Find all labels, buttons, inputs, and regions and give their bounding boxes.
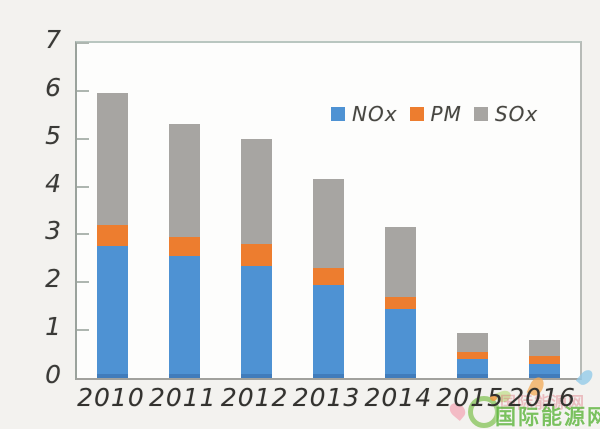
bar-segment-sox-2015 — [456, 332, 488, 352]
y-tick-label: 7 — [45, 25, 62, 54]
bar-base-2016 — [528, 374, 560, 378]
bar-segment-sox-2011 — [169, 124, 201, 237]
bar-base-2014 — [384, 374, 416, 378]
bar-segment-sox-2016 — [528, 339, 560, 357]
bar-segment-pm-2010 — [97, 224, 129, 247]
bar-segment-nox-2016 — [528, 363, 560, 378]
y-tick-mark — [77, 89, 89, 92]
bar-segment-nox-2013 — [313, 284, 344, 378]
x-tick-label-2016: 2016 — [508, 383, 576, 412]
legend-item-sox: SOx — [473, 102, 539, 126]
bar-base-2012 — [241, 374, 273, 378]
x-tick-label-2013: 2013 — [292, 383, 361, 412]
y-tick-label: 4 — [45, 168, 62, 198]
legend-swatch-nox-icon — [331, 107, 345, 121]
legend-label: SOx — [494, 102, 539, 126]
bar-segment-sox-2010 — [97, 93, 129, 225]
bar-base-2010 — [97, 374, 129, 378]
legend-swatch-pm-icon — [409, 107, 424, 121]
legend-swatch-sox-icon — [473, 107, 488, 121]
bar-segment-nox-2010 — [97, 246, 129, 378]
legend-label: NOx — [352, 102, 398, 126]
x-tick-label-2012: 2012 — [220, 383, 289, 412]
bar-segment-pm-2014 — [384, 296, 416, 309]
x-tick-label-2010: 2010 — [77, 383, 145, 412]
y-tick-label: 2 — [45, 264, 62, 294]
y-tick-label: 0 — [45, 360, 62, 389]
bar-base-2015 — [456, 374, 488, 378]
legend-label: PM — [430, 102, 462, 126]
y-tick-label: 6 — [45, 72, 62, 102]
legend: NOx PM SOx — [331, 102, 538, 126]
y-tick-label: 5 — [45, 120, 62, 150]
plot-area — [75, 41, 582, 380]
legend-item-nox: NOx — [331, 102, 398, 126]
bar-base-2013 — [313, 374, 344, 378]
y-tick-label: 3 — [45, 216, 62, 246]
bar-segment-nox-2015 — [456, 358, 488, 378]
bar-segment-pm-2011 — [169, 236, 201, 256]
bar-segment-pm-2013 — [313, 267, 344, 285]
bar-segment-sox-2012 — [241, 138, 273, 244]
y-tick-mark — [77, 185, 89, 188]
x-tick-label-2015: 2015 — [436, 383, 505, 412]
legend-item-pm: PM — [409, 102, 462, 126]
y-tick-mark — [77, 281, 89, 284]
y-tick-mark — [77, 137, 89, 140]
bar-segment-pm-2012 — [241, 244, 273, 266]
x-tick-label-2011: 2011 — [148, 383, 217, 412]
x-tick-label-2014: 2014 — [364, 383, 433, 412]
y-tick-mark — [77, 42, 89, 44]
bar-segment-nox-2014 — [384, 308, 416, 378]
y-tick-mark — [77, 329, 89, 332]
bar-segment-pm-2015 — [456, 351, 488, 359]
bar-segment-sox-2014 — [384, 227, 416, 297]
bar-base-2011 — [169, 374, 201, 378]
y-tick-label: 1 — [45, 312, 62, 342]
y-tick-mark — [77, 233, 89, 236]
bar-segment-pm-2016 — [528, 356, 560, 364]
bar-segment-nox-2012 — [241, 265, 273, 378]
bar-segment-nox-2011 — [169, 255, 201, 378]
bar-segment-sox-2013 — [313, 179, 344, 268]
